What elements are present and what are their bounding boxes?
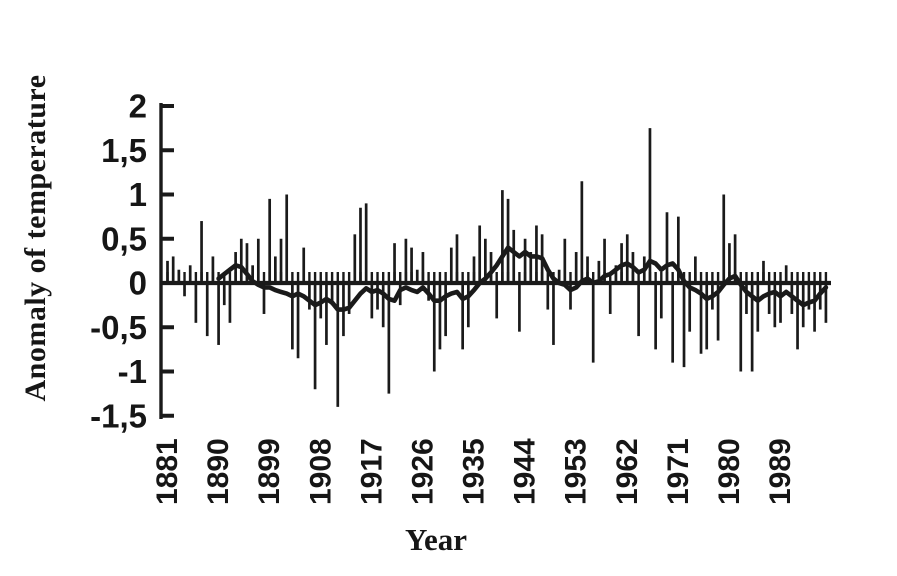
x-tick-label-1917: 1917 <box>355 438 388 505</box>
x-tick-label-1962: 1962 <box>611 438 644 505</box>
smoothed-anomaly-line <box>216 245 829 312</box>
x-tick-label-1989: 1989 <box>764 438 797 505</box>
x-tick-label-1953: 1953 <box>560 438 593 505</box>
x-tick-label-1935: 1935 <box>458 438 491 505</box>
x-tick-label-1944: 1944 <box>509 438 542 505</box>
y-tick-label--1: -1 <box>118 353 147 390</box>
x-tick-label-1908: 1908 <box>304 438 337 505</box>
x-tick-label-1980: 1980 <box>713 438 746 505</box>
x-tick-label-1971: 1971 <box>662 438 695 505</box>
y-tick-label--0.5: -0,5 <box>90 309 147 346</box>
x-axis-title: Year <box>405 522 467 557</box>
y-tick-label-0: 0 <box>129 265 147 302</box>
x-tick-label-1926: 1926 <box>406 438 439 505</box>
y-tick-label-2: 2 <box>129 88 147 125</box>
x-tick-label-1881: 1881 <box>151 438 184 505</box>
x-tick-label-1899: 1899 <box>253 438 286 505</box>
x-tick-label-1890: 1890 <box>202 438 235 505</box>
y-tick-label--1.5: -1,5 <box>90 397 147 434</box>
y-tick-label-1.5: 1,5 <box>101 132 147 169</box>
y-tick-label-0.5: 0,5 <box>101 220 147 257</box>
y-tick-label-1: 1 <box>129 176 147 213</box>
